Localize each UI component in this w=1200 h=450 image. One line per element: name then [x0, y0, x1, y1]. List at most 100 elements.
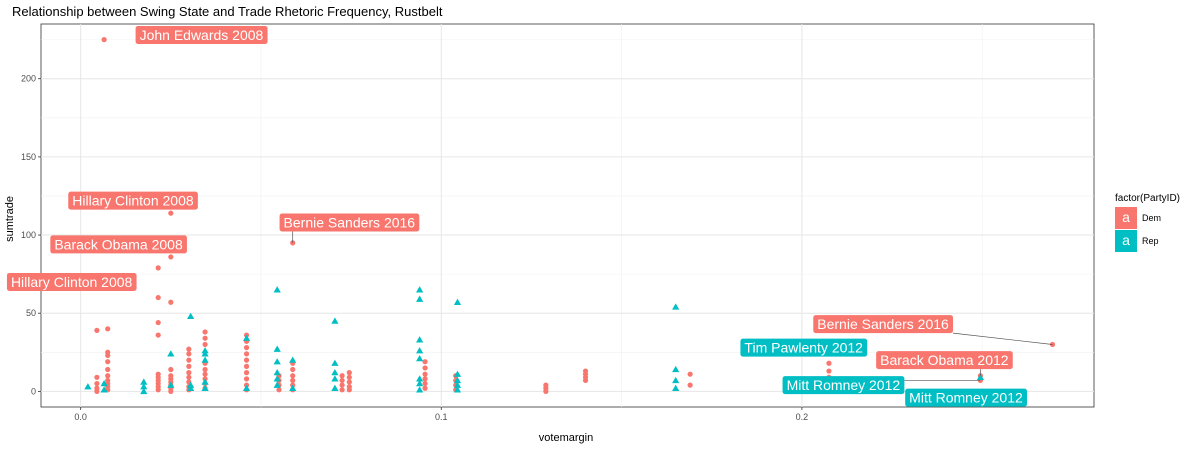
data-points — [84, 37, 1056, 395]
data-point-dem — [202, 366, 208, 373]
data-point-dem — [243, 344, 250, 351]
data-point-dem — [243, 363, 250, 369]
legend-key-glyph: a — [1122, 232, 1130, 248]
data-point-dem — [543, 388, 549, 394]
data-point-dem — [422, 359, 428, 365]
plot-panel — [40, 23, 1095, 408]
data-point-dem — [422, 376, 428, 382]
data-point-dem — [155, 319, 161, 326]
label-connector — [952, 332, 1053, 345]
data-point-dem — [155, 265, 161, 271]
data-point-rep — [100, 386, 108, 393]
point-label-box — [740, 338, 868, 357]
point-label-text: Hillary Clinton 2008 — [11, 274, 133, 290]
data-point-dem — [290, 366, 296, 373]
data-point-dem — [826, 360, 832, 366]
data-point-rep — [167, 350, 175, 357]
data-point-rep — [453, 381, 462, 388]
data-point-dem — [186, 346, 192, 352]
data-point-rep — [201, 378, 209, 385]
point-label-text: Hillary Clinton 2008 — [72, 193, 194, 209]
point-label: Bernie Sanders 2016 — [279, 213, 420, 243]
data-point-dem — [422, 371, 428, 377]
data-point-dem — [94, 374, 100, 380]
data-point-rep — [416, 347, 424, 354]
data-point-dem — [422, 380, 428, 387]
x-axis: 0.0 0.1 0.2 — [74, 407, 808, 422]
y-tick-label: 0 — [31, 386, 36, 396]
data-point-dem — [346, 374, 352, 380]
data-point-dem — [105, 326, 111, 332]
data-point-dem — [202, 329, 208, 335]
data-point-rep — [331, 317, 339, 324]
point-label: Hillary Clinton 2008 — [6, 272, 137, 291]
data-point-rep — [672, 384, 680, 391]
data-point-rep — [140, 378, 148, 385]
data-point-rep — [453, 386, 462, 393]
data-point-dem — [290, 377, 296, 384]
data-point-rep — [416, 336, 424, 343]
point-label-text: Mitt Romney 2012 — [909, 390, 1023, 406]
data-point-dem — [339, 387, 345, 393]
grid-lines — [41, 24, 1094, 407]
data-point-dem — [346, 370, 352, 376]
point-label-box — [6, 272, 137, 291]
legend-label-dem: Dem — [1142, 213, 1161, 223]
data-point-rep — [416, 295, 424, 302]
data-point-dem — [155, 332, 161, 338]
legend-title: factor(PartyID) — [1115, 193, 1180, 204]
data-point-dem — [243, 351, 250, 357]
data-point-rep — [331, 369, 339, 376]
point-label: Barack Obama 2008 — [50, 235, 187, 254]
data-point-rep — [167, 381, 175, 388]
point-label-box — [68, 191, 198, 210]
data-point-dem — [105, 352, 111, 359]
point-label-text: Barack Obama 2012 — [880, 352, 1009, 368]
point-label-box — [135, 25, 268, 44]
data-point-rep — [140, 383, 148, 390]
data-point-dem — [422, 385, 428, 391]
x-tick-label: 0.0 — [74, 412, 87, 422]
data-point-dem — [202, 335, 208, 341]
y-tick-label: 100 — [21, 230, 36, 240]
data-point-dem — [582, 377, 589, 384]
data-point-rep — [672, 365, 680, 373]
data-point-dem — [687, 371, 693, 377]
legend-key-glyph: a — [1122, 209, 1130, 225]
data-point-dem — [168, 388, 174, 394]
data-point-rep — [672, 303, 680, 310]
data-point-rep — [416, 379, 424, 387]
data-point-dem — [168, 210, 174, 216]
data-point-rep — [140, 387, 148, 395]
point-label-box — [782, 376, 905, 395]
data-point-dem — [243, 370, 250, 376]
data-point-dem — [276, 387, 282, 393]
legend-label-rep: Rep — [1142, 236, 1159, 246]
data-point-rep — [201, 350, 209, 357]
point-label-text: John Edwards 2008 — [140, 27, 264, 43]
data-point-rep — [242, 384, 251, 391]
data-point-rep — [273, 286, 281, 293]
data-point-rep — [273, 375, 281, 382]
data-point-rep — [453, 298, 462, 305]
data-point-dem — [186, 363, 192, 369]
data-point-dem — [168, 299, 174, 305]
legend-key-rep — [1115, 230, 1137, 252]
data-point-dem — [339, 377, 345, 384]
data-point-dem — [105, 359, 111, 365]
data-point-rep — [331, 375, 339, 382]
data-point-dem — [202, 341, 208, 348]
data-point-rep — [289, 356, 297, 363]
data-point-rep — [453, 370, 462, 377]
data-point-rep — [416, 375, 424, 382]
data-point-rep — [976, 373, 985, 380]
data-point-rep — [416, 354, 424, 362]
point-label-box — [279, 213, 420, 232]
data-point-dem — [290, 373, 296, 379]
x-tick-label: 0.1 — [435, 412, 448, 422]
data-point-rep — [242, 334, 251, 341]
point-label-box — [905, 388, 1027, 407]
data-point-dem — [243, 376, 250, 382]
point-label-box — [876, 351, 1013, 370]
data-point-dem — [339, 373, 345, 379]
